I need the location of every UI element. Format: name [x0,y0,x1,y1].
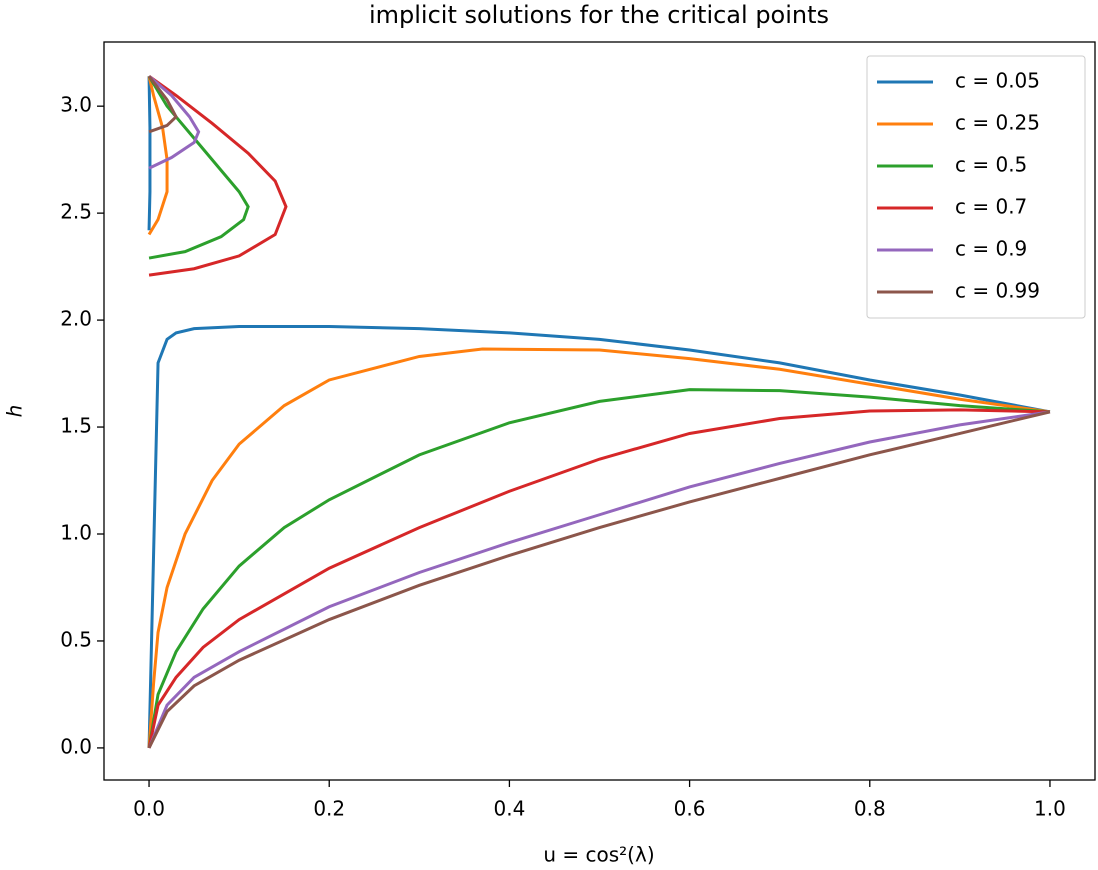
legend-label: c = 0.5 [955,153,1027,177]
x-axis-label: u = cos²(λ) [543,843,654,867]
legend-label: c = 0.99 [955,279,1040,303]
y-tick-label: 1.0 [60,521,92,545]
y-tick-label: 1.5 [60,414,92,438]
x-tick-label: 0.2 [313,797,345,821]
x-tick-label: 0.6 [674,797,706,821]
x-tick-label: 0.8 [854,797,886,821]
legend: c = 0.05 c = 0.25 c = 0.5 c = 0.7 c = 0.9 c =… [866,55,1086,319]
x-tick-label: 1.0 [1034,797,1066,821]
series-line [147,75,1051,749]
legend-box [866,55,1086,319]
y-axis-label: h [3,405,27,418]
y-tick-label: 2.0 [60,307,92,331]
legend-label: c = 0.05 [955,69,1040,93]
legend-label: c = 0.7 [955,195,1027,219]
x-tick-label: 0.0 [133,797,165,821]
legend-label: c = 0.9 [955,237,1027,261]
y-tick-label: 2.5 [60,200,92,224]
y-tick-label: 0.5 [60,627,92,651]
y-tick-label: 3.0 [60,93,92,117]
legend-label: c = 0.25 [955,111,1040,135]
x-tick-label: 0.4 [494,797,526,821]
series-line [147,75,1050,749]
series-line [147,76,1051,748]
chart-title: implicit solutions for the critical poin… [369,1,829,29]
series-line [147,75,1051,749]
y-tick-label: 0.0 [60,734,92,758]
series-line [147,75,1051,749]
plot-area [103,41,1096,781]
